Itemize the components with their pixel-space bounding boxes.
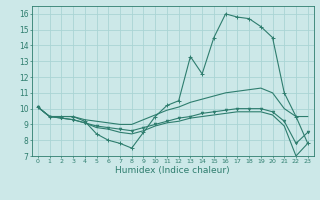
X-axis label: Humidex (Indice chaleur): Humidex (Indice chaleur) — [116, 166, 230, 175]
